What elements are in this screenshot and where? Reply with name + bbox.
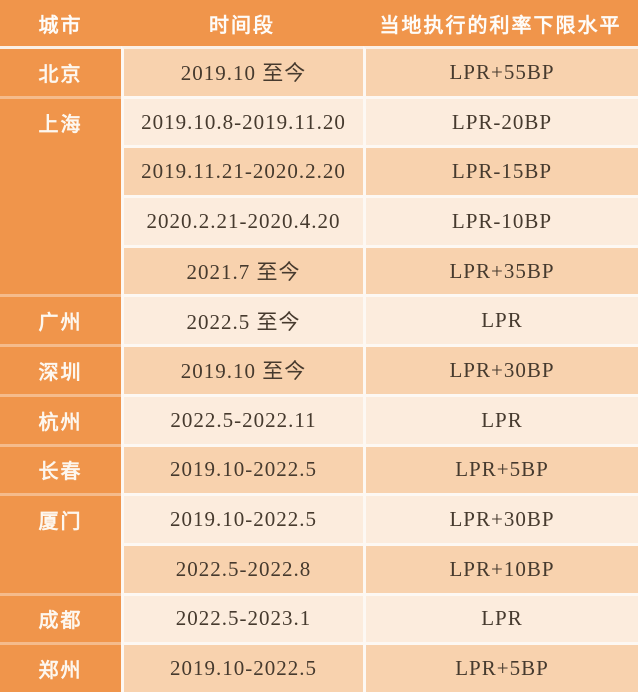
period-cell: 2019.10-2022.5 xyxy=(121,443,363,494)
table-row: 郑州 2019.10-2022.5 LPR+5BP xyxy=(0,642,638,692)
rate-cell: LPR-20BP xyxy=(363,95,638,146)
rate-cell: LPR-15BP xyxy=(363,145,638,196)
col-header-rate: 当地执行的利率下限水平 xyxy=(363,0,638,46)
table-row: 深圳 2019.10 至今 LPR+30BP xyxy=(0,344,638,394)
rate-cell: LPR-10BP xyxy=(363,195,638,245)
rate-cell: LPR xyxy=(363,592,638,643)
table-row: 北京 2019.10 至今 LPR+55BP xyxy=(0,46,638,96)
period-cell: 2019.10 至今 xyxy=(121,46,363,96)
city-label: 杭州 xyxy=(38,411,83,434)
period-cell: 2019.10-2022.5 xyxy=(121,493,363,543)
period-cell: 2022.5 至今 xyxy=(121,294,363,345)
table-row: 成都 2022.5-2023.1 LPR xyxy=(0,592,638,643)
city-label: 上海 xyxy=(38,113,83,136)
table-row: 厦门 2019.10-2022.5 LPR+30BP xyxy=(0,493,638,593)
city-cell: 北京 xyxy=(0,46,121,96)
city-cell: 杭州 xyxy=(0,393,121,444)
table-row: 2020.2.21-2020.4.20 LPR-10BP xyxy=(0,195,638,245)
rate-cell: LPR+5BP xyxy=(363,642,638,692)
city-label: 深圳 xyxy=(38,361,83,384)
period-cell: 2019.10-2022.5 xyxy=(121,642,363,692)
period-cell: 2021.7 至今 xyxy=(121,244,363,295)
header-row: 城市 时间段 当地执行的利率下限水平 xyxy=(0,0,638,46)
city-label: 北京 xyxy=(38,63,83,86)
rate-cell: LPR xyxy=(363,294,638,345)
table-row: 2022.5-2022.8 LPR+10BP xyxy=(0,542,638,593)
table-row: 上海 2019.10.8-2019.11.20 LPR-20BP xyxy=(0,95,638,295)
period-cell: 2022.5-2022.8 xyxy=(121,542,363,593)
city-cell: 厦门 xyxy=(0,493,121,593)
table-row: 2019.11.21-2020.2.20 LPR-15BP xyxy=(0,145,638,196)
table-body: 北京 2019.10 至今 LPR+55BP 上海 2019.10.8-2019.11.… xyxy=(0,46,638,692)
rate-cell: LPR xyxy=(363,393,638,444)
city-label: 厦门 xyxy=(38,511,83,534)
table-row: 2021.7 至今 LPR+35BP xyxy=(0,244,638,295)
col-header-period: 时间段 xyxy=(121,0,363,46)
city-cell: 长春 xyxy=(0,443,121,494)
period-cell: 2019.10.8-2019.11.20 xyxy=(121,95,363,146)
rate-cell: LPR+35BP xyxy=(363,244,638,295)
city-label: 郑州 xyxy=(38,660,83,683)
city-cell: 深圳 xyxy=(0,344,121,394)
col-header-city: 城市 xyxy=(0,0,121,46)
city-cell: 成都 xyxy=(0,592,121,643)
rate-cell: LPR+55BP xyxy=(363,46,638,96)
table-row: 杭州 2022.5-2022.11 LPR xyxy=(0,393,638,444)
city-label: 成都 xyxy=(38,610,83,633)
rate-cell: LPR+30BP xyxy=(363,493,638,543)
period-cell: 2020.2.21-2020.4.20 xyxy=(121,195,363,245)
period-cell: 2022.5-2022.11 xyxy=(121,393,363,444)
city-cell: 广州 xyxy=(0,294,121,345)
table-row: 广州 2022.5 至今 LPR xyxy=(0,294,638,345)
city-label: 广州 xyxy=(38,312,83,335)
city-cell: 郑州 xyxy=(0,642,121,692)
period-cell: 2022.5-2023.1 xyxy=(121,592,363,643)
city-label: 长春 xyxy=(38,461,83,484)
rate-cell: LPR+10BP xyxy=(363,542,638,593)
period-cell: 2019.11.21-2020.2.20 xyxy=(121,145,363,196)
table-row: 长春 2019.10-2022.5 LPR+5BP xyxy=(0,443,638,494)
period-cell: 2019.10 至今 xyxy=(121,344,363,394)
city-cell: 上海 xyxy=(0,95,121,295)
rate-cell: LPR+5BP xyxy=(363,443,638,494)
rate-cell: LPR+30BP xyxy=(363,344,638,394)
